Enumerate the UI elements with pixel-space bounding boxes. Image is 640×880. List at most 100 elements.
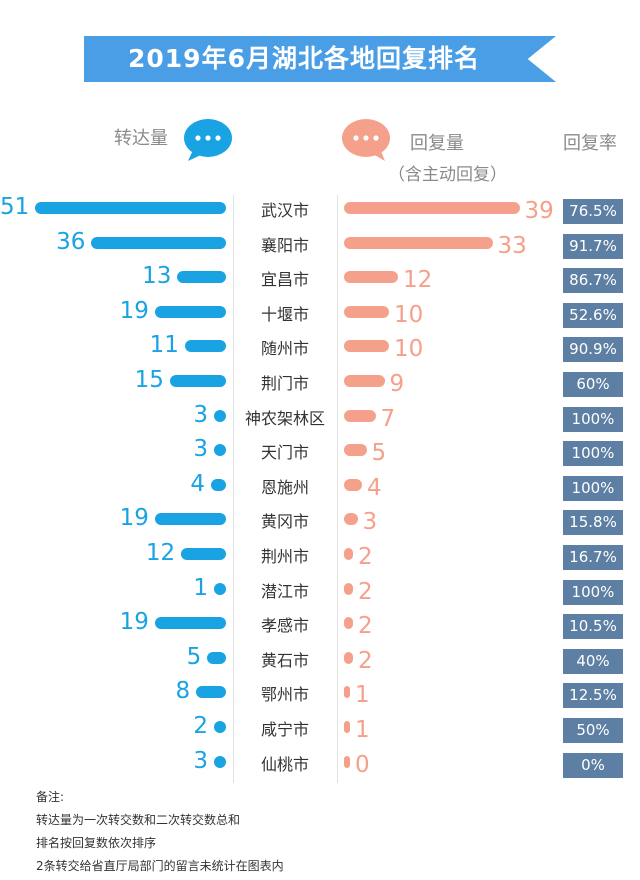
reply-bar bbox=[344, 582, 353, 595]
reply-rate-badge: 40% bbox=[563, 648, 623, 674]
reply-rate-badge: 50% bbox=[563, 718, 623, 743]
reply-value-label: 10 bbox=[394, 301, 424, 328]
reply-subheader: （含主动回复） bbox=[388, 165, 507, 185]
forward-value-label: 3 bbox=[193, 436, 208, 463]
city-label: 潜江市 bbox=[260, 581, 309, 601]
forward-bar bbox=[211, 478, 226, 491]
forward-bar bbox=[184, 340, 226, 353]
forward-bar bbox=[214, 582, 226, 595]
reply-rate-badge: 60% bbox=[563, 372, 623, 397]
reply-rate-badge: 86.7% bbox=[563, 268, 623, 294]
reply-value-label: 1 bbox=[355, 682, 370, 709]
note-line: 排名按回复数依次排序 bbox=[36, 836, 157, 850]
forward-value-label: 19 bbox=[119, 297, 149, 324]
city-label: 天门市 bbox=[260, 443, 309, 463]
city-label: 黄石市 bbox=[260, 650, 309, 670]
reply-bar bbox=[344, 271, 398, 284]
reply-value-label: 10 bbox=[394, 336, 424, 363]
forward-bar bbox=[169, 375, 226, 387]
reply-bar bbox=[344, 236, 493, 249]
forward-value-label: 8 bbox=[175, 678, 191, 705]
forward-value-label: 3 bbox=[193, 401, 208, 428]
reply-value-label: 9 bbox=[389, 371, 405, 397]
note-line: 备注: bbox=[36, 790, 65, 804]
reply-bar bbox=[344, 202, 520, 214]
reply-value-label: 33 bbox=[497, 232, 527, 259]
forward-bar bbox=[154, 513, 226, 526]
reply-rate-badge: 52.6% bbox=[563, 302, 623, 328]
divider-left bbox=[233, 195, 234, 783]
reply-bar bbox=[344, 721, 350, 733]
reply-rate-badge: 10.5% bbox=[563, 614, 623, 640]
reply-bar bbox=[344, 755, 350, 768]
note-line: 转达量为一次转交数和二次转交数总和 bbox=[36, 813, 241, 827]
forward-bar bbox=[214, 755, 226, 768]
forward-bar bbox=[196, 686, 226, 699]
reply-value-label: 12 bbox=[403, 267, 433, 294]
forward-value-label: 19 bbox=[119, 609, 149, 636]
forward-value-label: 15 bbox=[134, 367, 164, 393]
forward-value-label: 51 bbox=[0, 194, 30, 220]
city-label: 宜昌市 bbox=[260, 270, 309, 290]
reply-bar bbox=[344, 375, 385, 387]
divider-right bbox=[337, 195, 338, 783]
forward-value-label: 4 bbox=[190, 470, 206, 497]
reply-bar bbox=[344, 305, 389, 318]
chart-title: 2019年6月湖北各地回复排名 bbox=[128, 44, 480, 73]
reply-bar bbox=[344, 478, 362, 491]
forward-bar bbox=[214, 444, 226, 457]
forward-value-label: 19 bbox=[119, 505, 149, 532]
city-label: 十堰市 bbox=[260, 304, 309, 324]
forward-value-label: 5 bbox=[186, 643, 202, 670]
city-label: 武汉市 bbox=[260, 201, 309, 220]
reply-value-label: 7 bbox=[380, 405, 396, 432]
forward-value-label: 11 bbox=[149, 332, 179, 359]
reply-value-label: 3 bbox=[362, 509, 378, 536]
reply-value-label: 2 bbox=[358, 578, 373, 605]
reply-rate-badge: 15.8% bbox=[563, 510, 623, 536]
reply-bar bbox=[344, 686, 350, 699]
reply-rate-badge: 100% bbox=[563, 475, 623, 501]
reply-rate-badge: 100% bbox=[563, 579, 623, 605]
reply-value-label: 39 bbox=[524, 198, 554, 224]
forward-bar bbox=[177, 271, 226, 284]
forward-bar bbox=[214, 721, 226, 733]
rate-header: 回复率 bbox=[563, 133, 617, 154]
reply-rate-badge: 90.9% bbox=[563, 337, 623, 363]
reply-bar bbox=[344, 513, 358, 526]
reply-rate-badge: 100% bbox=[563, 441, 623, 467]
reply-bar bbox=[344, 548, 353, 560]
note-line: 2条转交给省直厅局部门的留言未统计在图表内 bbox=[36, 859, 284, 873]
reply-rate-badge: 12.5% bbox=[563, 683, 623, 709]
reply-value-label: 5 bbox=[371, 440, 387, 467]
reply-value-label: 2 bbox=[358, 544, 373, 570]
city-label: 鄂州市 bbox=[260, 685, 309, 705]
forward-bar bbox=[91, 236, 226, 249]
forward-value-label: 36 bbox=[56, 228, 86, 255]
forward-value-label: 13 bbox=[142, 263, 172, 290]
reply-rate-badge: 100% bbox=[563, 406, 623, 432]
reply-value-label: 1 bbox=[355, 717, 370, 743]
reply-rate-badge: 0% bbox=[563, 752, 623, 778]
reply-rate-badge: 91.7% bbox=[563, 233, 623, 259]
reply-value-label: 2 bbox=[358, 647, 373, 674]
reply-value-label: 2 bbox=[358, 613, 373, 640]
city-label: 荆门市 bbox=[260, 374, 309, 393]
title-banner bbox=[84, 36, 556, 82]
city-label: 恩施州 bbox=[260, 477, 309, 497]
forward-value-label: 1 bbox=[193, 574, 208, 601]
city-label: 荆州市 bbox=[260, 547, 309, 566]
reply-bar bbox=[344, 409, 376, 422]
city-label: 神农架林区 bbox=[244, 408, 325, 428]
reply-bar bbox=[344, 617, 353, 630]
reply-header: 回复量 bbox=[410, 133, 464, 154]
reply-bar bbox=[344, 444, 367, 457]
reply-rate-badge: 16.7% bbox=[563, 545, 623, 570]
forward-bar bbox=[154, 617, 226, 630]
forward-bar bbox=[207, 651, 226, 664]
city-label: 随州市 bbox=[260, 339, 309, 359]
city-label: 咸宁市 bbox=[260, 720, 309, 739]
city-label: 仙桃市 bbox=[260, 754, 309, 774]
reply-bar bbox=[344, 651, 353, 664]
forward-value-label: 2 bbox=[193, 713, 208, 739]
